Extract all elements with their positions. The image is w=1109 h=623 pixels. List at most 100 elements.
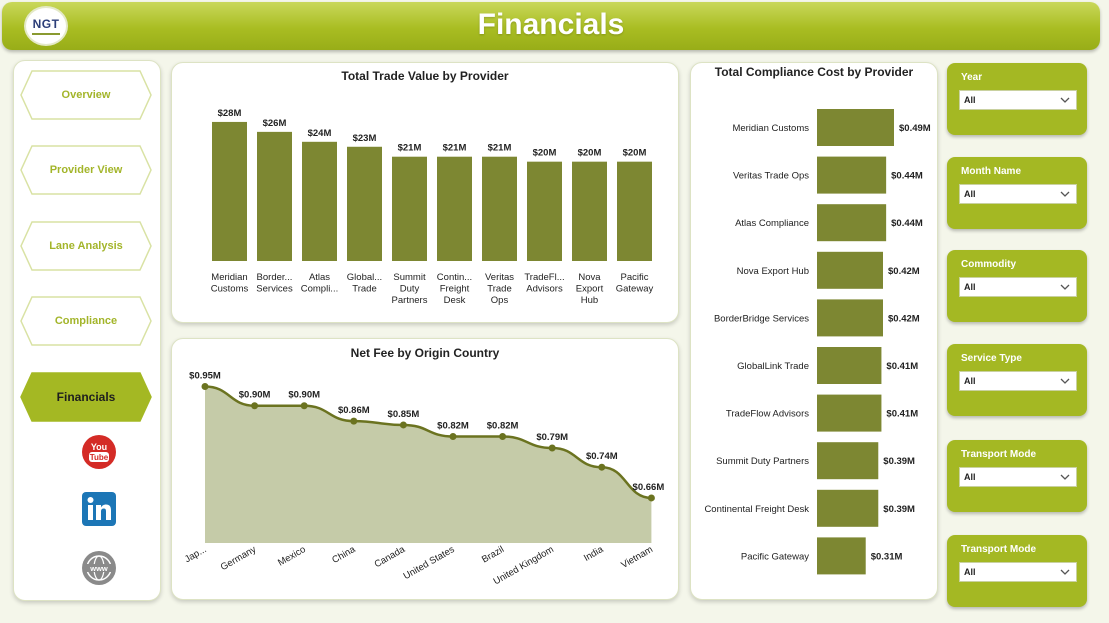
net-fee-point[interactable] [598, 463, 606, 471]
net-fee-data-label: $0.90M [239, 390, 271, 401]
net-fee-category-label: Mexico [276, 544, 308, 569]
chevron-down-icon [1060, 191, 1070, 197]
net-fee-data-label: $0.74M [586, 451, 618, 462]
svg-text:www: www [89, 564, 108, 573]
page-title: Financials [477, 8, 625, 41]
compliance-cost-card: Total Compliance Cost by Provider Meridi… [690, 62, 938, 600]
trade-value-bar[interactable] [347, 146, 382, 261]
nav-button-label: Financials [56, 390, 116, 404]
nav-button-provider-view[interactable]: Provider View [20, 145, 152, 195]
nav-button-overview[interactable]: Overview [20, 70, 152, 120]
net-fee-point[interactable] [251, 402, 259, 410]
slicer-dropdown[interactable]: All [959, 562, 1077, 582]
compliance-cost-category-label: Atlas Compliance [735, 218, 809, 229]
trade-value-bar[interactable] [617, 161, 652, 261]
slicer-dropdown[interactable]: All [959, 277, 1077, 297]
trade-value-data-label: $21M [398, 143, 422, 154]
trade-value-bar[interactable] [527, 161, 562, 261]
slicer-dropdown[interactable]: All [959, 467, 1077, 487]
trade-value-bar[interactable] [482, 156, 517, 261]
trade-value-data-label: $20M [623, 148, 647, 159]
net-fee-category-label: India [582, 544, 606, 564]
net-fee-point[interactable] [300, 402, 308, 410]
trade-value-category-label: Pacific Gateway [616, 272, 654, 295]
net-fee-title: Net Fee by Origin Country [350, 346, 500, 360]
compliance-cost-category-label: Summit Duty Partners [716, 456, 809, 467]
logo-underline [32, 33, 60, 35]
compliance-cost-bar[interactable] [817, 347, 882, 384]
compliance-cost-data-label: $0.42M [888, 313, 920, 324]
chevron-down-icon [1060, 97, 1070, 103]
nav-button-label: Lane Analysis [49, 240, 123, 252]
nav-button-lane-analysis[interactable]: Lane Analysis [20, 221, 152, 271]
compliance-cost-bar[interactable] [817, 394, 882, 432]
slicer-dropdown[interactable]: All [959, 371, 1077, 391]
chevron-down-icon [1060, 378, 1070, 384]
slicer-transport-mode: Transport Mode All [947, 440, 1087, 512]
compliance-cost-data-label: $0.41M [886, 409, 918, 420]
trade-value-bar[interactable] [302, 141, 337, 261]
svg-text:You: You [91, 442, 107, 452]
net-fee-data-label: $0.66M [633, 482, 665, 493]
nav-button-compliance[interactable]: Compliance [20, 296, 152, 346]
net-fee-category-label: United States [402, 544, 457, 582]
nav-panel: Overview Provider View Lane Analysis Compli… [13, 60, 161, 601]
trade-value-bar[interactable] [212, 121, 247, 261]
youtube-icon[interactable]: You Tube [81, 434, 117, 470]
net-fee-data-label: $0.79M [536, 432, 568, 443]
net-fee-point[interactable] [548, 444, 556, 452]
trade-value-category-label: Veritas Trade Ops [485, 272, 514, 306]
slicer-service-type: Service Type All [947, 344, 1087, 416]
net-fee-data-label: $0.90M [288, 390, 320, 401]
compliance-cost-bar[interactable] [817, 109, 894, 146]
trade-value-category-label: TradeFl... Advisors [524, 272, 564, 295]
trade-value-title: Total Trade Value by Provider [341, 69, 509, 83]
trade-value-data-label: $26M [263, 118, 287, 129]
trade-value-bar[interactable] [392, 156, 427, 261]
slicer-label: Service Type [961, 353, 1022, 364]
compliance-cost-bar[interactable] [817, 537, 866, 575]
globe-icon[interactable]: www [81, 550, 117, 586]
slicer-dropdown[interactable]: All [959, 184, 1077, 204]
net-fee-category-label: Germany [219, 544, 259, 573]
linkedin-icon[interactable] [81, 491, 117, 527]
net-fee-card: Net Fee by Origin Country $0.95M Jap... $0… [171, 338, 679, 600]
compliance-cost-bar[interactable] [817, 442, 879, 480]
trade-value-data-label: $24M [308, 128, 332, 139]
trade-value-data-label: $20M [533, 148, 557, 159]
net-fee-point[interactable] [399, 421, 407, 429]
slicer-value: All [964, 189, 976, 199]
net-fee-point[interactable] [647, 494, 655, 502]
compliance-cost-bar[interactable] [817, 251, 883, 289]
compliance-cost-category-label: TradeFlow Advisors [726, 409, 809, 420]
slicer-value: All [964, 376, 976, 386]
nav-button-label: Provider View [49, 164, 123, 176]
net-fee-point[interactable] [350, 417, 358, 425]
net-fee-category-label: Brazil [480, 544, 506, 565]
net-fee-data-label: $0.85M [388, 409, 420, 420]
net-fee-point[interactable] [201, 383, 209, 391]
slicer-value: All [964, 282, 976, 292]
compliance-cost-category-label: Nova Export Hub [737, 266, 809, 277]
compliance-cost-category-label: Pacific Gateway [741, 551, 809, 562]
svg-text:Tube: Tube [90, 453, 109, 462]
net-fee-line [204, 385, 652, 500]
compliance-cost-bar[interactable] [817, 204, 887, 242]
compliance-cost-bar[interactable] [817, 489, 879, 527]
net-fee-data-label: $0.95M [189, 371, 221, 382]
nav-button-financials[interactable]: Financials [20, 372, 152, 422]
compliance-cost-data-label: $0.39M [883, 504, 915, 515]
net-fee-point[interactable] [499, 432, 507, 440]
trade-value-bar[interactable] [257, 131, 292, 261]
slicer-dropdown[interactable]: All [959, 90, 1077, 110]
compliance-cost-bar[interactable] [817, 156, 887, 194]
company-logo[interactable]: NGT [24, 6, 68, 46]
net-fee-point[interactable] [449, 432, 457, 440]
trade-value-bar[interactable] [572, 161, 607, 261]
net-fee-category-label: Canada [373, 544, 408, 571]
nav-button-label: Overview [61, 89, 111, 101]
compliance-cost-bar[interactable] [817, 299, 883, 337]
net-fee-category-label: China [330, 544, 358, 566]
trade-value-category-label: Border... Services [256, 272, 293, 295]
trade-value-bar[interactable] [437, 156, 472, 261]
